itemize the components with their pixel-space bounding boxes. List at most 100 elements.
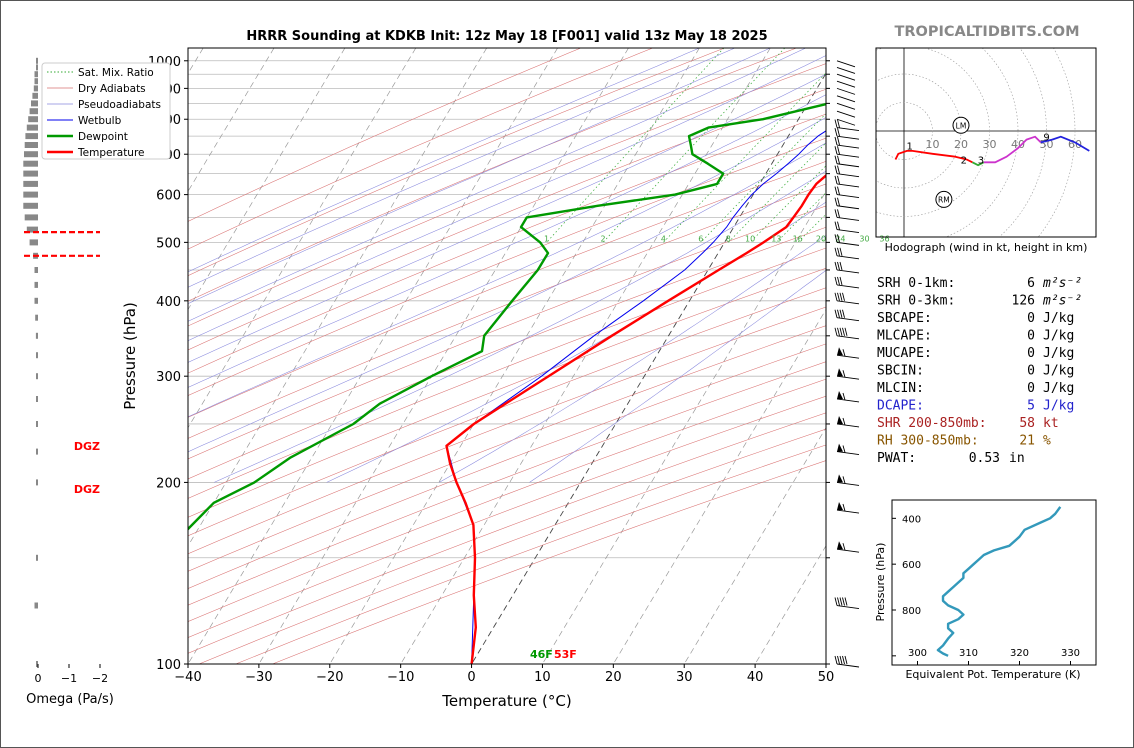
mixing-ratio-label: 13 (771, 234, 781, 243)
wind-barb-pennant (837, 502, 843, 510)
dewpoint-profile-line (188, 102, 826, 531)
dry-adiabat-line (188, 183, 826, 439)
moist-adiabat-line (214, 170, 826, 483)
wind-barb-flag (844, 655, 848, 665)
wind-barb-flag (837, 165, 840, 174)
index-unit: J/kg (1043, 329, 1074, 344)
storm-motion-label: LM (956, 121, 967, 130)
wind-barb-flag (837, 309, 840, 318)
legend-label: Dewpoint (78, 131, 128, 143)
wind-barb-flag (834, 309, 838, 318)
index-value: 21 (1019, 434, 1035, 449)
wind-barb-flag (834, 155, 838, 164)
dgz-label-top: DGZ (74, 440, 100, 453)
wind-barb (836, 110, 856, 118)
omega-bar (23, 160, 38, 167)
mixing-ratio-label: 36 (879, 234, 889, 243)
x-tick-label: −40 (174, 670, 201, 685)
omega-bar (24, 151, 38, 158)
wind-barb-flag (837, 261, 840, 271)
theta-e-series (936, 506, 1062, 657)
hodograph-ring (998, 48, 1047, 237)
wind-barb (836, 87, 856, 95)
moist-adiabat-line (439, 235, 826, 483)
index-label: MLCAPE: (877, 329, 932, 344)
index-label: SBCIN: (877, 364, 924, 379)
wind-barb-flag (837, 186, 840, 195)
wind-barb-flag (837, 136, 840, 146)
dry-adiabat-line (188, 63, 826, 327)
surface-temperature-label: 53F (554, 648, 577, 661)
index-label: SHR 200-850mb: (877, 416, 987, 431)
wind-barb (836, 354, 860, 359)
index-label: DCAPE: (877, 399, 924, 414)
legend-label: Temperature (77, 147, 145, 159)
index-unit: J/kg (1043, 364, 1074, 379)
wind-barb-pennant (837, 347, 843, 356)
index-unit: kt (1043, 416, 1059, 431)
dry-adiabat-line (188, 226, 826, 480)
skewt-legend: Sat. Mix. Ratio Dry Adiabats Pseudoadiabat… (41, 62, 171, 160)
wind-barb (836, 481, 860, 486)
index-value: 0 (1027, 311, 1035, 326)
omega-bar (34, 78, 38, 85)
moist-adiabat-line (188, 73, 826, 363)
y-tick-label: 100 (156, 658, 181, 673)
wind-barb (836, 269, 860, 274)
omega-bar (34, 297, 38, 304)
wind-barb-flag (842, 392, 846, 401)
mixing-ratio-line (749, 165, 826, 243)
wetbulb-profile-line (446, 130, 826, 664)
mixing-ratio-label: 16 (793, 234, 803, 243)
wind-barb-flag (834, 247, 838, 256)
wind-barb (836, 317, 860, 322)
wind-barb-flag (837, 175, 840, 185)
index-label: MUCAPE: (877, 346, 932, 361)
wind-barb-flag (842, 417, 846, 426)
wind-barb (836, 153, 860, 158)
omega-bar (25, 133, 38, 140)
mixing-ratio-label: 24 (835, 234, 845, 243)
brand-watermark: TROPICALTIDBITS.COM (894, 24, 1079, 40)
moist-adiabat-line (188, 48, 700, 273)
wind-barb (836, 335, 860, 340)
omega-bar (35, 314, 38, 321)
skewt-profiles (188, 102, 826, 664)
omega-bar (36, 352, 38, 359)
x-tick-label: −10 (387, 670, 414, 685)
mixing-ratio-line (546, 48, 725, 243)
hodograph-ring-label: 40 (1011, 138, 1025, 151)
index-label: PWAT: (877, 451, 916, 466)
dry-adiabat-line (188, 287, 826, 537)
wind-barb-flag (839, 292, 843, 301)
dry-adiabat-line (188, 306, 826, 555)
wind-barb (836, 102, 856, 110)
mixing-ratio-line (663, 72, 826, 243)
wind-barb-pennant (837, 368, 843, 377)
moist-adiabat-line (529, 270, 826, 483)
wind-barb (836, 205, 860, 210)
omega-bar (31, 100, 38, 107)
hodograph-ring-label: 10 (926, 138, 940, 151)
y-tick-label: 300 (156, 370, 181, 385)
dry-adiabat-line (188, 88, 826, 351)
wind-barb (836, 216, 860, 221)
theta-e-frame (891, 499, 1097, 666)
hodograph-height-label: 2 (961, 156, 967, 167)
wind-barb (836, 375, 860, 380)
sounding-indices: SRH 0-1km: 6 m²s⁻² SRH 0-3km: 126 m²s⁻² SBCAPE… (877, 276, 1082, 466)
wind-barb-pennant (837, 474, 843, 483)
wind-barb (836, 183, 860, 188)
omega-bar (23, 191, 38, 198)
wind-barb (836, 451, 860, 456)
hodograph-ring (1037, 48, 1076, 237)
x-tick-label: 40 (747, 670, 764, 685)
wind-barb (836, 95, 856, 103)
mixing-ratio-label: 4 (661, 234, 666, 243)
wind-barb-flag (842, 503, 846, 512)
dry-adiabat-line (188, 205, 826, 460)
wind-barb-flag (834, 165, 838, 174)
mixing-ratio-labels: 1 2 4 6 8 10 13 16 20 24 30 36 (544, 234, 890, 243)
omega-panel: 0 −1 −2 (23, 57, 108, 685)
wind-barb (836, 398, 860, 403)
